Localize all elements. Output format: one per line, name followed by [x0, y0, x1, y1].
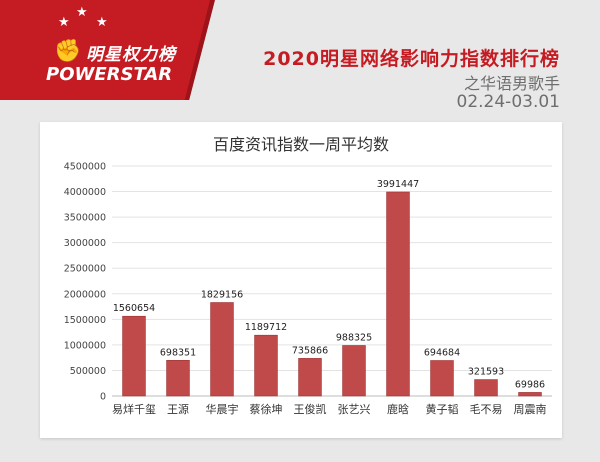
x-tick-label: 鹿晗 [387, 402, 409, 416]
fist-logo-icon: ✊ [54, 39, 82, 64]
bar-value-label: 69986 [515, 379, 545, 390]
y-tick-label: 4000000 [64, 187, 106, 198]
bar [474, 379, 498, 397]
star-icon: ★ [76, 5, 88, 20]
page-title: 2020明星网络影响力指数排行榜 [263, 48, 560, 70]
x-tick-label: 易烊千玺 [112, 402, 156, 416]
bar [122, 315, 146, 397]
y-tick-label: 1000000 [64, 340, 106, 351]
bar-value-label: 988325 [336, 332, 372, 343]
y-tick-label: 4500000 [64, 162, 106, 173]
bar-value-label: 1189712 [245, 322, 287, 333]
bar [518, 392, 542, 397]
chart-title: 百度资讯指数一周平均数 [213, 135, 389, 154]
x-tick-label: 华晨宇 [206, 402, 239, 416]
bar-value-label: 1829156 [201, 290, 243, 301]
y-tick-label: 0 [100, 392, 106, 403]
bar [166, 360, 190, 397]
logo-text-cn: 明星权力榜 [86, 45, 176, 65]
bar-value-label: 698351 [160, 347, 196, 358]
date-range: 02.24-03.01 [456, 92, 560, 112]
page-subtitle: 之华语男歌手 [463, 74, 560, 93]
x-tick-label: 蔡徐坤 [250, 402, 283, 416]
logo-text-en: POWERSTAR [46, 64, 173, 85]
x-tick-label: 黄子韬 [426, 402, 459, 416]
x-tick-label: 张艺兴 [338, 403, 371, 416]
bar-chart: 百度资讯指数一周平均数 0 500000 1000000 1500000 2000000… [64, 135, 552, 416]
bar [210, 302, 234, 397]
x-tick-label: 周震南 [514, 403, 547, 416]
header: ★ ★ ★ ✊ 明星权力榜 POWERSTAR 2020明星网络影响力指数排行榜… [0, 0, 600, 118]
bar [342, 345, 366, 397]
y-tick-label: 1500000 [64, 315, 106, 326]
star-icon: ★ [58, 15, 70, 30]
y-tick-label: 500000 [70, 366, 106, 377]
logo-band [0, 0, 210, 100]
bar-value-label: 735866 [292, 345, 328, 356]
bar [254, 334, 278, 397]
bar [386, 191, 410, 397]
x-tick-label: 王俊凯 [294, 402, 327, 416]
star-icon: ★ [96, 15, 108, 30]
y-tick-label: 3000000 [64, 238, 106, 249]
x-tick-label: 王源 [167, 402, 189, 416]
bar-value-label: 3991447 [377, 179, 419, 190]
bar-value-label: 1560654 [113, 303, 155, 314]
x-tick-label: 毛不易 [470, 403, 503, 416]
bar [430, 360, 454, 397]
y-tick-label: 3500000 [64, 213, 106, 224]
y-tick-label: 2500000 [64, 264, 106, 275]
bar [298, 358, 322, 397]
bar-value-label: 321593 [468, 367, 504, 378]
bar-value-label: 694684 [424, 347, 460, 358]
chart-card: 百度资讯指数一周平均数 0 500000 1000000 1500000 2000000… [40, 122, 562, 438]
y-tick-label: 2000000 [64, 289, 106, 300]
